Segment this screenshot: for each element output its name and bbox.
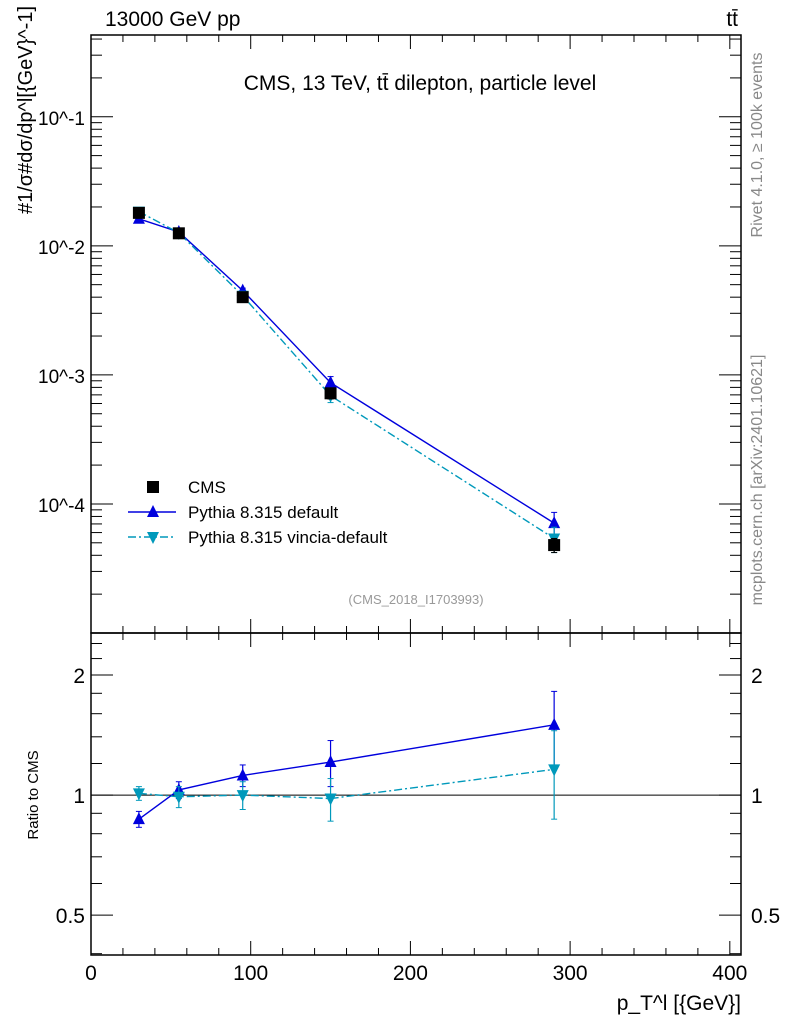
- ratio-y-axis-label: Ratio to CMS: [25, 750, 42, 839]
- legend-label: CMS: [188, 478, 226, 497]
- y-tick-label-right: 0.5: [751, 905, 780, 928]
- y-tick-label: 10^-2: [38, 238, 85, 259]
- data-point-pythia-8-315-vincia-default: [236, 790, 249, 803]
- chart-title: CMS, 13 TeV, tt̄ dilepton, particle leve…: [244, 72, 597, 95]
- panel-frame-1: [90, 632, 742, 956]
- x-tick-label: 0: [85, 962, 97, 985]
- y-tick-label: 10^-1: [38, 109, 85, 130]
- series-line-pythia-8-315-default: [138, 724, 555, 820]
- y-tick-label: 1: [73, 785, 85, 808]
- y-tick-label: 0.5: [56, 905, 85, 928]
- legend-marker: [147, 481, 159, 493]
- data-point-cms: [548, 539, 561, 552]
- y-tick-label-right: 1: [751, 785, 763, 808]
- main-y-axis-label: #1/σ#dσ/dp^l[{GeV}^-1]: [15, 6, 37, 214]
- analysis-tag: (CMS_2018_I1703993): [348, 592, 483, 607]
- data-point-pythia-8-315-default: [324, 375, 337, 388]
- data-point-pythia-8-315-default: [132, 812, 145, 825]
- y-tick-label: 2: [73, 665, 85, 688]
- data-point-pythia-8-315-vincia-default: [324, 793, 337, 806]
- data-point-pythia-8-315-default: [548, 516, 561, 529]
- header-right: tt̄: [726, 8, 738, 31]
- data-point-pythia-8-315-vincia-default: [548, 764, 561, 777]
- y-tick-label: 10^-3: [38, 367, 85, 388]
- data-point-pythia-8-315-default: [548, 717, 561, 730]
- series-line-pythia-8-315-vincia-default: [138, 768, 555, 800]
- x-axis-label: p_T^l [{GeV}]: [617, 992, 741, 1015]
- legend-label: Pythia 8.315 vincia-default: [188, 528, 388, 547]
- legend-marker: [147, 532, 159, 544]
- data-point-cms: [236, 291, 249, 304]
- data-point-pythia-8-315-vincia-default: [132, 788, 145, 801]
- data-point-cms: [324, 387, 337, 400]
- rivet-label: Rivet 4.1.0, ≥ 100k events: [749, 53, 766, 238]
- data-point-pythia-8-315-vincia-default: [172, 791, 185, 804]
- x-tick-label: 400: [712, 962, 747, 985]
- x-tick-label: 100: [233, 962, 268, 985]
- y-tick-label-right: 2: [751, 665, 763, 688]
- legend-label: Pythia 8.315 default: [188, 503, 339, 522]
- legend-marker: [147, 505, 159, 517]
- mcplots-label: mcplots.cern.ch [arXiv:2401.10621]: [749, 355, 766, 606]
- x-tick-label: 300: [553, 962, 588, 985]
- x-tick-label: 200: [393, 962, 428, 985]
- header-left: 13000 GeV pp: [105, 8, 240, 31]
- data-point-pythia-8-315-default: [324, 755, 337, 768]
- y-tick-label: 10^-4: [38, 496, 85, 517]
- data-point-cms: [132, 206, 145, 219]
- data-point-pythia-8-315-default: [236, 768, 249, 781]
- data-point-cms: [172, 227, 185, 240]
